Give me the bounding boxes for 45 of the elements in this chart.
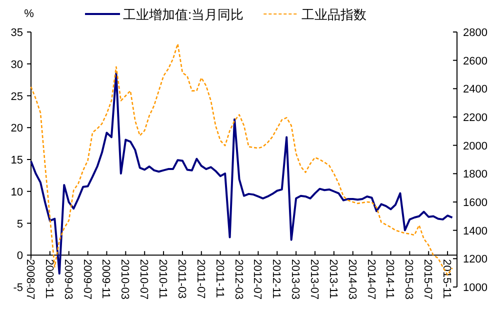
legend-label: 工业增加值:当月同比 <box>123 7 244 22</box>
legend-label: 工业品指数 <box>302 7 367 22</box>
x-tick-label: 2013-11 <box>326 259 339 299</box>
x-tick-label: 2014-11 <box>384 259 396 299</box>
x-tick-label: 2008-07 <box>24 259 36 300</box>
x-tick-label: 2009-03 <box>62 259 74 300</box>
x-tick-label: 2011-11 <box>213 259 226 298</box>
x-tick-label: 2015-07 <box>422 259 434 300</box>
y2-tick-label: 2200 <box>463 112 488 124</box>
x-tick-label: 2015-03 <box>402 259 415 300</box>
y-tick-label: 0 <box>16 250 23 262</box>
x-tick-label: 2012-11 <box>270 259 282 299</box>
y2-tick-label: 1800 <box>463 168 488 181</box>
y2-tick-label: 2600 <box>463 55 488 68</box>
y-tick-label: 25 <box>10 90 23 103</box>
y2-tick-label: 1600 <box>463 197 488 209</box>
y2-tick-label: 2800 <box>463 27 488 39</box>
x-tick-label: 2015-11 <box>440 259 453 299</box>
x-tick-label: 2013-03 <box>289 259 302 300</box>
y-tick-label: 5 <box>16 218 23 230</box>
y-axis-title: % <box>24 8 34 20</box>
x-tick-label: 2014-03 <box>346 259 358 300</box>
x-tick-label: 2008-11 <box>42 259 55 299</box>
x-tick-label: 2009-11 <box>100 259 112 299</box>
y2-tick-label: 2000 <box>463 140 488 152</box>
x-tick-label: 2013-07 <box>308 259 320 300</box>
x-tick-label: 2010-11 <box>156 259 169 299</box>
x-tick-label: 2014-07 <box>364 259 377 300</box>
y2-tick-label: 1200 <box>463 254 488 266</box>
y2-tick-label: 1400 <box>463 225 488 238</box>
y-tick-label: -5 <box>13 282 23 294</box>
x-tick-label: 2010-03 <box>118 259 131 300</box>
x-tick-label: 2010-07 <box>138 259 150 300</box>
y2-tick-label: 2400 <box>463 84 488 96</box>
y-tick-label: 10 <box>10 186 23 198</box>
x-tick-label: 2012-07 <box>251 259 264 300</box>
y-tick-label: 35 <box>10 27 23 39</box>
x-tick-label: 2012-03 <box>232 259 244 300</box>
x-tick-label: 2009-07 <box>80 259 93 300</box>
y2-tick-label: 1000 <box>463 282 488 294</box>
y-tick-label: 30 <box>10 58 23 71</box>
x-tick-label: 2011-07 <box>194 259 206 299</box>
y-tick-label: 15 <box>10 154 23 166</box>
y-tick-label: 20 <box>10 122 23 135</box>
x-tick-label: 2011-03 <box>175 259 188 299</box>
